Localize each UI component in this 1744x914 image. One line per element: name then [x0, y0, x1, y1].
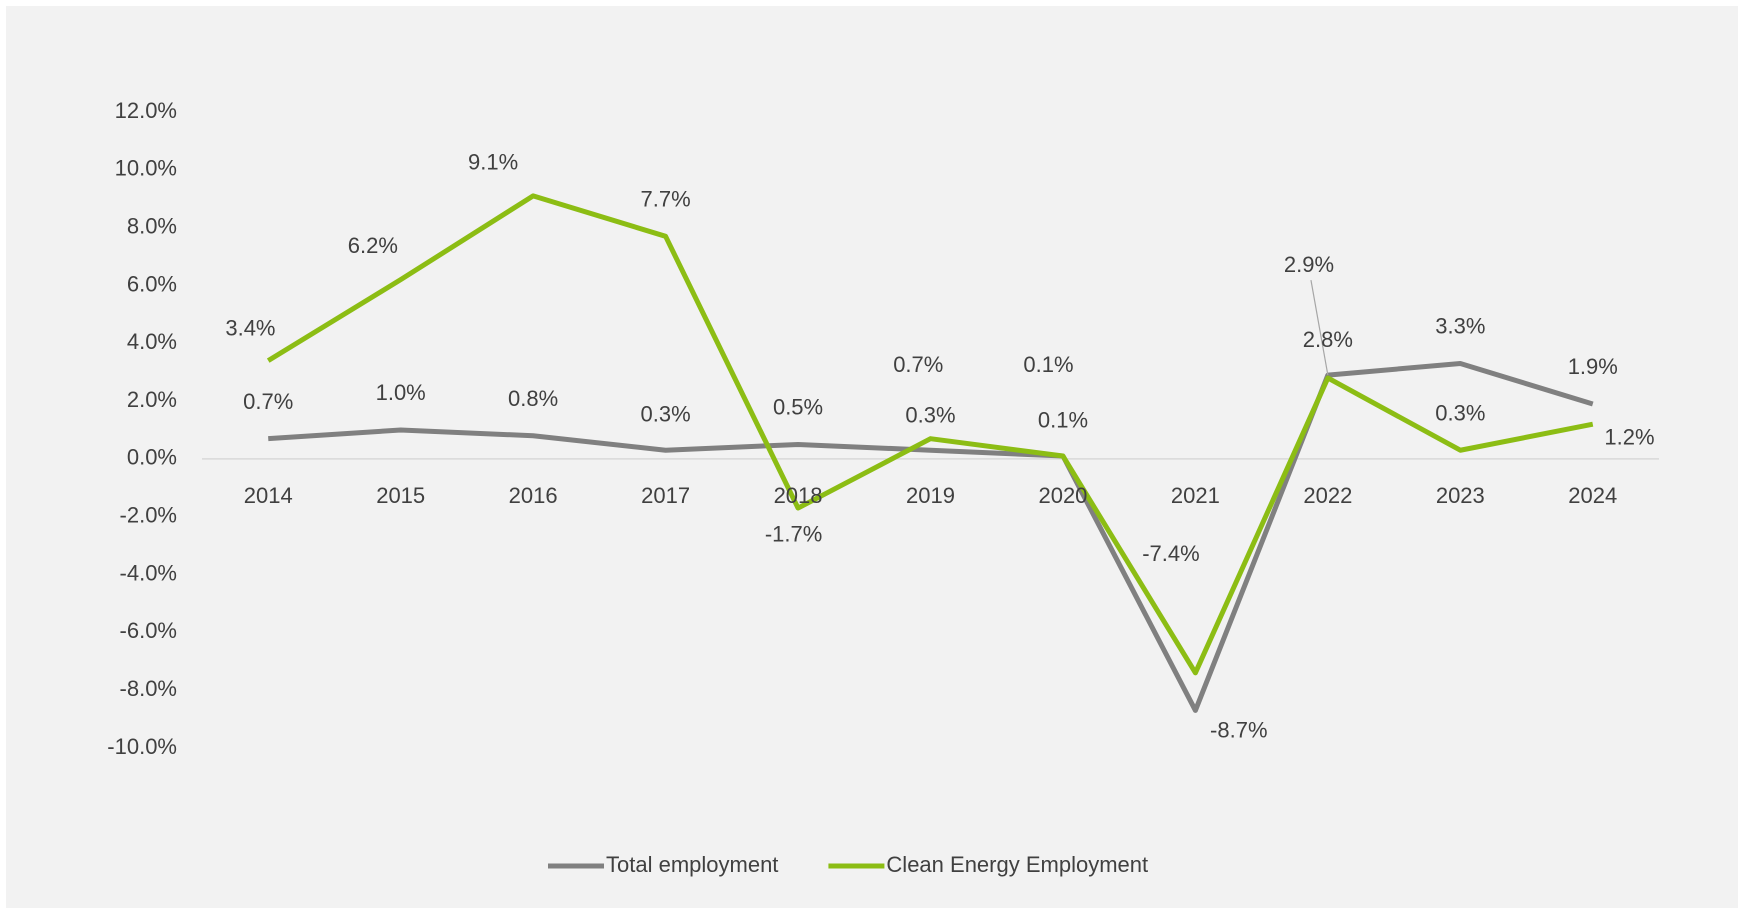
y-tick-label: -8.0% [120, 676, 177, 701]
data-label: 0.8% [508, 386, 558, 411]
x-tick-label: 2020 [1038, 483, 1087, 508]
x-tick-label: 2014 [244, 483, 293, 508]
data-label: -7.4% [1142, 541, 1199, 566]
data-label: -1.7% [765, 522, 822, 547]
data-label: 9.1% [468, 149, 518, 174]
labels-layer: -10.0% -8.0% -6.0% -4.0% -2.0% 0.0% 2.0% 4.0% 6.… [107, 98, 1654, 877]
data-label: 2.8% [1303, 327, 1353, 352]
legend-label: Clean Energy Employment [886, 852, 1148, 877]
x-tick-label: 2024 [1568, 483, 1617, 508]
series-line [268, 361, 1594, 713]
data-label: 0.5% [773, 395, 823, 420]
data-label: 0.3% [905, 403, 955, 428]
y-tick-label: 8.0% [127, 213, 177, 238]
data-label: 0.3% [1435, 400, 1485, 425]
data-label: 3.3% [1435, 314, 1485, 339]
y-tick-label: 6.0% [127, 271, 177, 296]
data-label: 1.2% [1604, 424, 1654, 449]
y-tick-label: 4.0% [127, 329, 177, 354]
y-tick-label: 12.0% [115, 98, 177, 123]
y-tick-label: -10.0% [107, 734, 177, 759]
x-tick-label: 2017 [641, 483, 690, 508]
data-label: -8.7% [1210, 717, 1267, 742]
y-tick-label: 0.0% [127, 445, 177, 470]
data-label: 0.7% [893, 352, 943, 377]
data-label: 7.7% [641, 187, 691, 212]
legend-label: Total employment [606, 852, 778, 877]
x-tick-label: 2016 [509, 483, 558, 508]
x-tick-label: 2022 [1303, 483, 1352, 508]
data-label: 0.3% [641, 402, 691, 427]
y-tick-label: -6.0% [120, 618, 177, 643]
data-label: 3.4% [225, 315, 275, 340]
leader-line [1310, 279, 1329, 376]
x-tick-label: 2015 [376, 483, 425, 508]
data-label: 2.9% [1284, 252, 1334, 277]
data-label: 0.1% [1038, 407, 1088, 432]
x-tick-label: 2018 [774, 483, 823, 508]
x-tick-label: 2021 [1171, 483, 1220, 508]
data-label: 0.7% [243, 389, 293, 414]
chart-background [6, 6, 1738, 908]
x-tick-label: 2023 [1436, 483, 1485, 508]
y-tick-label: -4.0% [120, 560, 177, 585]
series-line [266, 193, 1594, 676]
x-tick-label: 2019 [906, 483, 955, 508]
data-label: 6.2% [348, 233, 398, 258]
y-tick-label: 10.0% [115, 156, 177, 181]
data-label: 0.1% [1023, 352, 1073, 377]
marks-layer [266, 193, 1594, 713]
y-tick-label: -2.0% [120, 503, 177, 528]
y-tick-label: 2.0% [127, 387, 177, 412]
data-label: 1.0% [376, 380, 426, 405]
data-label: 1.9% [1568, 354, 1618, 379]
